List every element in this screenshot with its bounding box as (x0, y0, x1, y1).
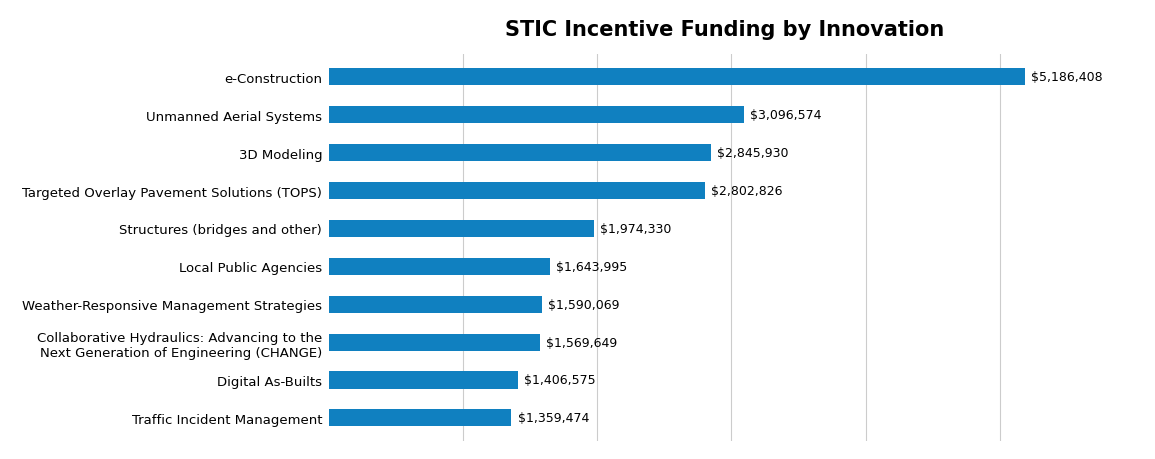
Text: $1,974,330: $1,974,330 (599, 223, 671, 235)
Bar (329, 296, 543, 313)
Title: STIC Incentive Funding by Innovation: STIC Incentive Funding by Innovation (505, 20, 945, 39)
Text: $1,643,995: $1,643,995 (556, 260, 627, 273)
Bar (329, 409, 512, 426)
Text: $1,359,474: $1,359,474 (517, 411, 589, 425)
Text: $1,590,069: $1,590,069 (549, 298, 620, 311)
Bar (329, 220, 594, 237)
Text: $2,802,826: $2,802,826 (711, 185, 783, 198)
Bar (329, 334, 539, 351)
Bar (329, 69, 1024, 86)
Text: $2,845,930: $2,845,930 (717, 147, 789, 160)
Text: $1,406,575: $1,406,575 (524, 374, 596, 386)
Bar (329, 183, 705, 200)
Text: $5,186,408: $5,186,408 (1030, 71, 1102, 84)
Text: $1,569,649: $1,569,649 (545, 336, 617, 349)
Bar (329, 258, 550, 275)
Text: $3,096,574: $3,096,574 (751, 109, 822, 122)
Bar (329, 145, 710, 162)
Bar (329, 107, 745, 124)
Bar (329, 372, 517, 389)
